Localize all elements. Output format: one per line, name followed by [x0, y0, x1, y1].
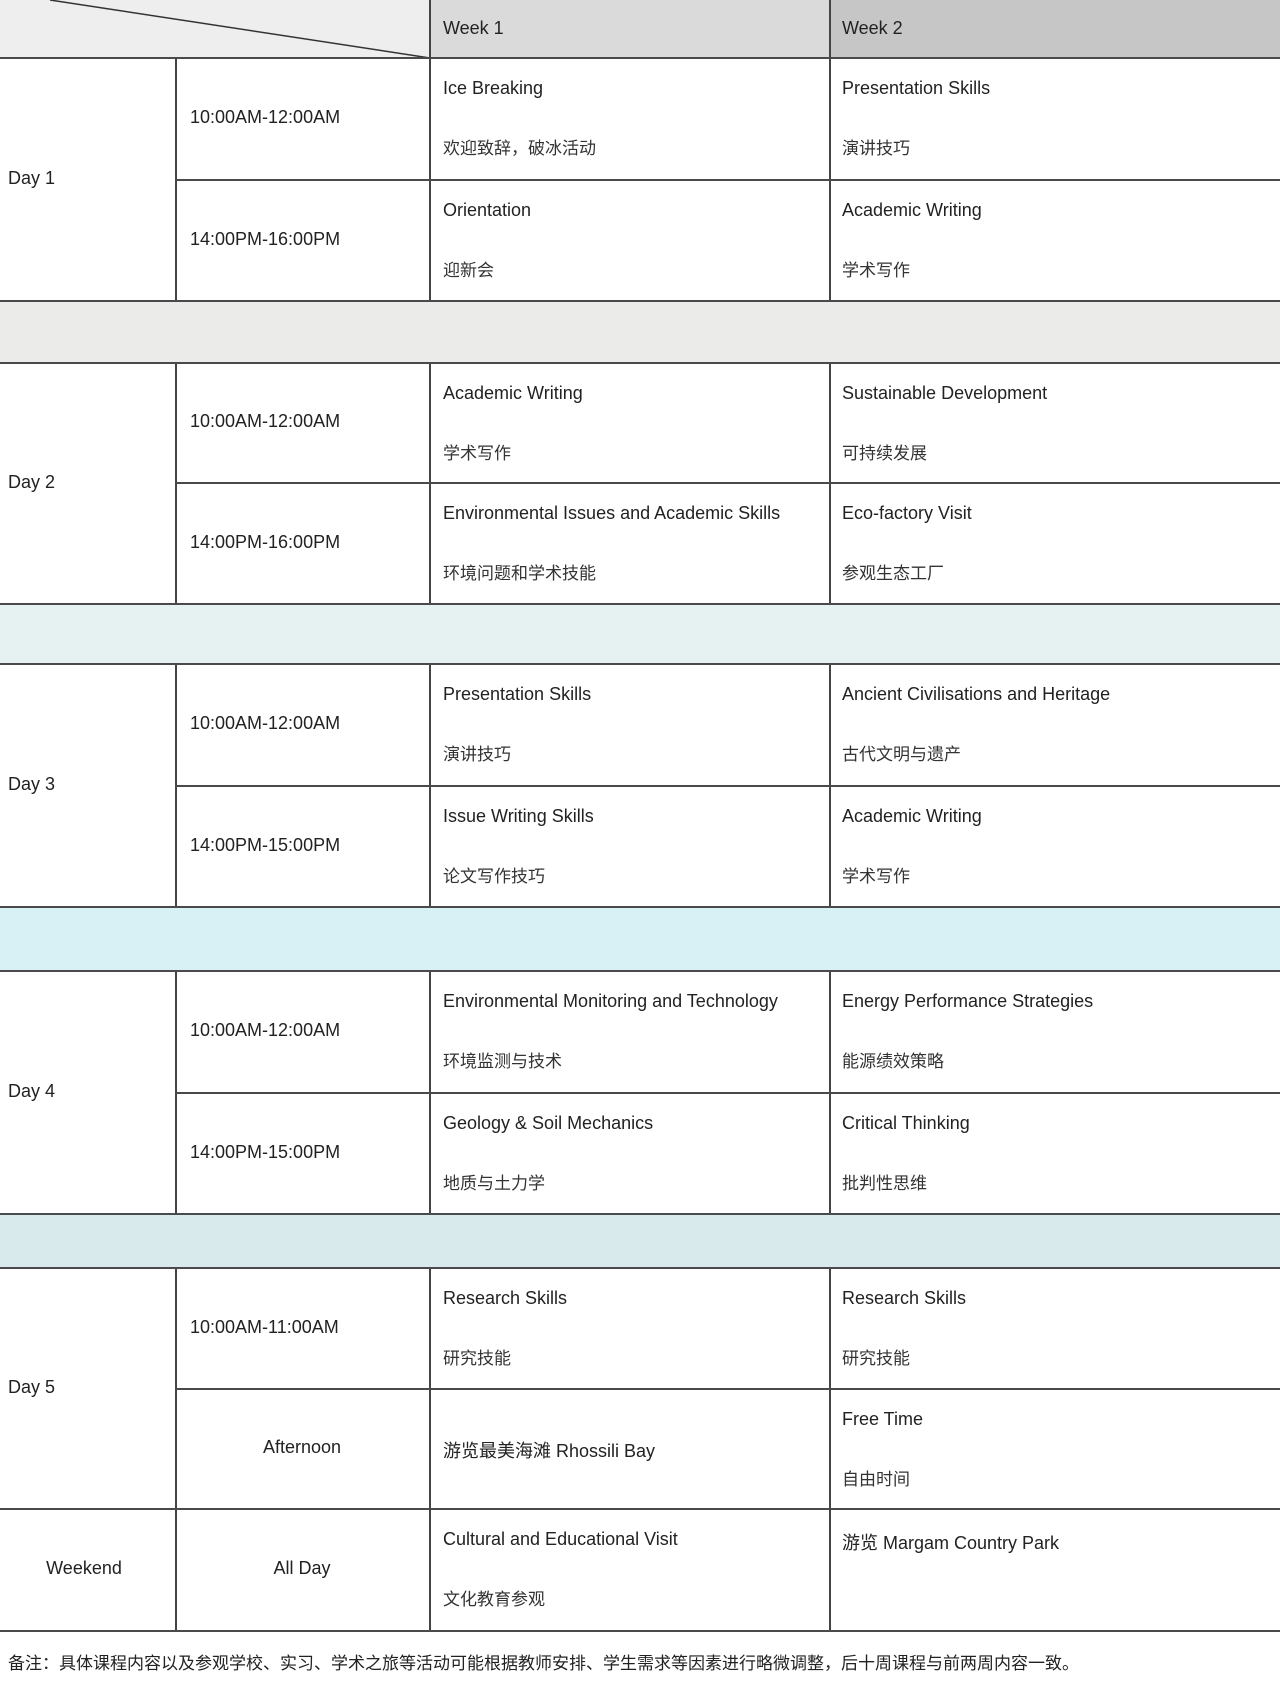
row-divider [0, 1508, 1280, 1510]
activity-english: Energy Performance Strategies [842, 991, 1094, 1011]
activity-english: Issue Writing Skills [443, 806, 594, 826]
activity-chinese: 欢迎致辞，破冰活动 [443, 139, 596, 159]
day-label: Day 2 [8, 471, 56, 492]
activity-english: Sustainable Development [842, 383, 1048, 403]
activity-english: Presentation Skills [842, 78, 991, 98]
header-week2-cell [829, 0, 1280, 58]
time-slot: 10:00AM-12:00AM [190, 713, 341, 733]
activity-text: 游览最美海滩 Rhossili Bay [443, 1441, 656, 1461]
row-divider [0, 1267, 1280, 1269]
day-label: Day 4 [8, 1080, 56, 1101]
activity-english: Research Skills [443, 1288, 568, 1308]
activity-chinese: 批判性思维 [842, 1174, 927, 1194]
row-divider [175, 785, 1280, 787]
header-corner-cell [0, 0, 430, 58]
activity-english: Eco-factory Visit [842, 503, 972, 523]
time-slot: 14:00PM-15:00PM [190, 1141, 341, 1162]
time-slot: Afternoon [262, 1437, 342, 1457]
row-divider [0, 1630, 1280, 1632]
time-slot: 10:00AM-12:00AM [190, 411, 341, 431]
activity-chinese: 可持续发展 [842, 444, 927, 464]
activity-chinese: 参观生态工厂 [842, 564, 944, 584]
activity-chinese: 学术写作 [842, 261, 910, 281]
row-divider [0, 300, 1280, 302]
activity-chinese: 研究技能 [443, 1349, 511, 1369]
activity-chinese: 文化教育参观 [443, 1590, 545, 1610]
row-divider [175, 1388, 1280, 1390]
activity-chinese: 学术写作 [443, 444, 511, 464]
day-label: Day 1 [8, 167, 56, 188]
activity-english: Presentation Skills [443, 684, 592, 704]
activity-english: Academic Writing [842, 200, 982, 220]
time-slot: 14:00PM-15:00PM [190, 834, 341, 855]
activity-english: Orientation [443, 200, 532, 220]
activity-english: Ancient Civilisations and Heritage [842, 684, 1111, 704]
activity-chinese: 迎新会 [443, 261, 494, 281]
separator-row [0, 907, 1280, 971]
activity-english: Geology & Soil Mechanics [443, 1113, 654, 1133]
separator-row [0, 604, 1280, 664]
column-divider [175, 1509, 177, 1631]
time-slot: 14:00PM-16:00PM [190, 228, 341, 249]
activity-chinese: 论文写作技巧 [443, 867, 545, 887]
activity-english: Critical Thinking [842, 1113, 970, 1133]
activity-chinese: 地质与土力学 [443, 1174, 545, 1194]
activity-english: Environmental Monitoring and Technology [443, 991, 778, 1011]
row-divider [0, 603, 1280, 605]
activity-chinese: 环境监测与技术 [443, 1052, 562, 1072]
activity-chinese: 环境问题和学术技能 [443, 564, 596, 584]
weekend-label: Weekend [46, 1558, 122, 1578]
column-divider [829, 0, 831, 58]
activity-chinese: 演讲技巧 [443, 745, 511, 765]
time-slot: 10:00AM-12:00AM [190, 1020, 341, 1040]
time-slot: All Day [273, 1558, 331, 1578]
time-slot: 10:00AM-12:00AM [190, 107, 341, 127]
activity-chinese: 演讲技巧 [842, 139, 910, 159]
time-slot: 14:00PM-16:00PM [190, 531, 341, 552]
row-divider [175, 482, 1280, 484]
row-divider [175, 1092, 1280, 1094]
day-label: Day 5 [8, 1376, 56, 1397]
row-divider [0, 1213, 1280, 1215]
column-divider [429, 1509, 431, 1631]
activity-chinese: 古代文明与遗产 [842, 745, 961, 765]
separator-row [0, 1214, 1280, 1268]
row-divider [0, 906, 1280, 908]
activity-chinese: 研究技能 [842, 1349, 910, 1369]
time-slot: 10:00AM-11:00AM [190, 1316, 339, 1337]
header-week1-cell [430, 0, 829, 58]
footnote: 备注：具体课程内容以及参观学校、实习、学术之旅等活动可能根据教师安排、学生需求等… [8, 1654, 1079, 1674]
activity-english: Academic Writing [443, 383, 583, 403]
activity-chinese: 自由时间 [842, 1470, 910, 1490]
activity-english: Free Time [842, 1409, 924, 1429]
activity-english: Academic Writing [842, 806, 982, 826]
diagonal-line [49, 0, 430, 59]
row-divider [0, 663, 1280, 665]
day-label: Day 3 [8, 773, 56, 794]
activity-english: Research Skills [842, 1288, 967, 1308]
activity-text: 游览 Margam Country Park [842, 1533, 1060, 1553]
row-divider [0, 970, 1280, 972]
header-divider [0, 57, 1280, 59]
activity-chinese: 能源绩效策略 [842, 1052, 944, 1072]
column-divider [829, 1509, 831, 1631]
row-divider [0, 362, 1280, 364]
column-divider [429, 0, 431, 58]
activity-english: Cultural and Educational Visit [443, 1529, 678, 1549]
separator-row [0, 301, 1280, 363]
header-week1: Week 1 [443, 18, 504, 38]
row-divider [175, 179, 1280, 181]
header-week2: Week 2 [842, 18, 903, 38]
activity-english: Environmental Issues and Academic Skills [443, 503, 781, 523]
activity-chinese: 学术写作 [842, 867, 910, 887]
activity-english: Ice Breaking [443, 78, 544, 98]
